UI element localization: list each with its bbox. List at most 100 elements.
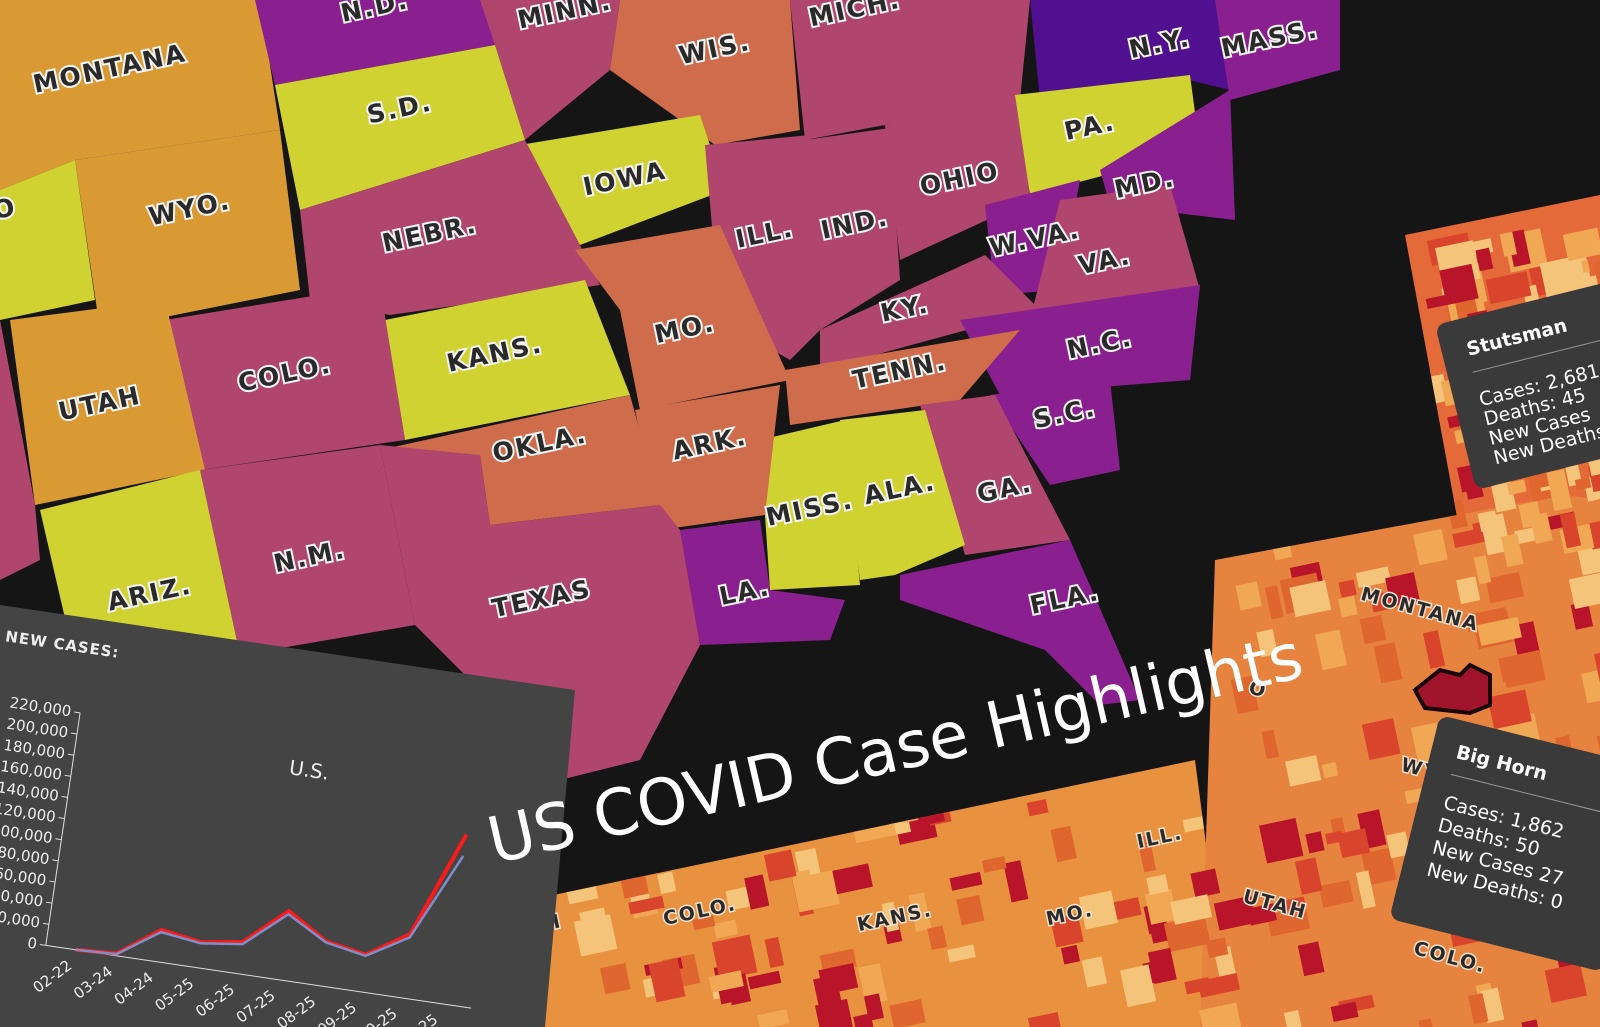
county <box>1355 566 1391 589</box>
state <box>40 470 240 655</box>
tooltip-box <box>1437 273 1600 488</box>
county <box>579 907 610 939</box>
county <box>648 958 686 1003</box>
county <box>1281 896 1306 912</box>
county <box>1170 894 1213 925</box>
state <box>0 160 95 320</box>
state <box>785 330 1020 425</box>
state <box>960 285 1200 395</box>
county <box>1297 941 1325 977</box>
state-map <box>0 0 1340 780</box>
county <box>1506 479 1527 496</box>
county <box>1566 240 1600 262</box>
state <box>385 280 630 440</box>
county <box>1413 528 1448 566</box>
state <box>990 380 1120 485</box>
county <box>1182 815 1208 833</box>
county <box>1261 729 1280 760</box>
state <box>1030 185 1200 320</box>
county <box>1373 642 1403 684</box>
county <box>744 874 770 910</box>
state <box>900 540 1140 705</box>
county <box>692 915 716 931</box>
county <box>1150 926 1168 944</box>
county <box>1456 576 1481 605</box>
county <box>1230 675 1259 715</box>
y-tick <box>61 796 68 798</box>
county <box>1499 231 1517 257</box>
state <box>680 520 845 645</box>
state <box>790 0 1030 140</box>
county <box>1330 817 1346 837</box>
county <box>708 970 744 993</box>
county <box>1568 572 1600 609</box>
y-tick <box>67 753 74 756</box>
y-tick <box>64 774 71 777</box>
county <box>1026 799 1049 817</box>
state <box>10 300 205 505</box>
state <box>380 395 660 525</box>
county <box>1514 527 1538 545</box>
state <box>0 0 280 190</box>
county <box>1527 259 1549 297</box>
state <box>1030 0 1230 100</box>
county <box>1587 518 1600 550</box>
county <box>1256 629 1278 658</box>
county <box>1119 964 1157 1008</box>
county <box>1235 581 1262 611</box>
county <box>1264 585 1284 620</box>
county <box>1318 879 1354 908</box>
county <box>792 870 840 913</box>
county <box>1146 874 1169 896</box>
county <box>1593 651 1600 688</box>
state <box>165 285 405 470</box>
county <box>1213 895 1257 931</box>
county <box>657 871 677 895</box>
county <box>1144 888 1178 925</box>
tooltip-rule <box>1450 773 1600 823</box>
county <box>628 895 665 915</box>
series-line <box>75 855 465 958</box>
state <box>1215 0 1340 100</box>
county <box>1283 1010 1306 1027</box>
county-map-center <box>530 760 1230 1027</box>
state <box>200 445 415 655</box>
tooltip-rule <box>1472 324 1600 373</box>
county <box>1147 947 1177 985</box>
county <box>1003 860 1029 903</box>
county <box>927 925 948 950</box>
county <box>1544 963 1587 1003</box>
state <box>0 320 40 580</box>
county <box>1259 817 1304 864</box>
county <box>1081 956 1108 988</box>
state <box>840 410 965 580</box>
county <box>881 901 900 933</box>
chart-panel <box>0 605 575 1027</box>
county <box>1078 890 1119 930</box>
highlight-county <box>1412 662 1492 716</box>
state <box>255 0 495 85</box>
state <box>805 128 900 330</box>
state <box>1100 90 1235 220</box>
county <box>1137 835 1157 873</box>
state <box>575 225 790 410</box>
county <box>1337 828 1371 859</box>
county <box>1294 857 1323 895</box>
county <box>1321 761 1339 779</box>
state <box>520 115 725 245</box>
county <box>1027 1012 1062 1027</box>
county <box>1305 831 1325 854</box>
county <box>1338 579 1357 598</box>
county <box>857 963 888 1005</box>
county <box>1475 247 1494 272</box>
county <box>981 856 1007 873</box>
county <box>1324 830 1344 845</box>
county <box>1422 630 1446 669</box>
y-tick <box>42 922 49 925</box>
county <box>1289 580 1332 618</box>
county <box>1330 1001 1359 1022</box>
